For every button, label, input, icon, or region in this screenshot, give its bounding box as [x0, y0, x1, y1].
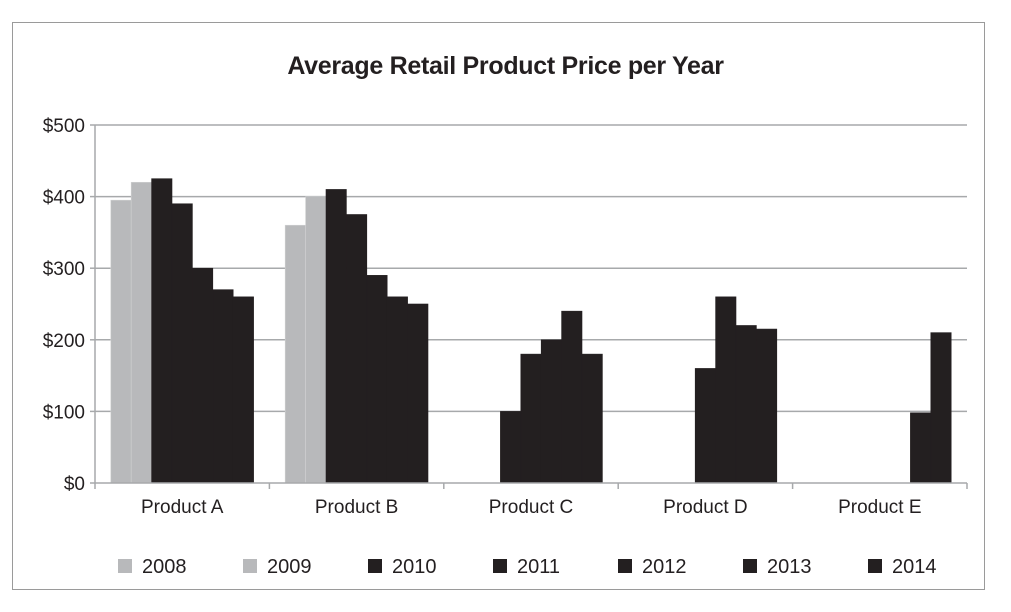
bar-2014-product-d [756, 328, 778, 484]
y-tick-label: $300 [43, 259, 85, 280]
bars [110, 178, 952, 484]
category-label: Product A [141, 497, 224, 518]
bar-2008-product-b [284, 224, 306, 484]
bar-2014-product-b [407, 303, 429, 484]
bar-2009-product-b [305, 196, 327, 484]
legend-marker-2008 [118, 559, 132, 573]
y-tick-label: $100 [43, 402, 85, 423]
bar-2012-product-b [366, 275, 388, 484]
legend-marker-2014 [868, 559, 882, 573]
bar-2012-product-c [540, 339, 562, 484]
bar-2010-product-b [325, 189, 347, 484]
bar-2014-product-a [232, 296, 254, 484]
bar-2014-product-e [930, 332, 952, 484]
bar-2013-product-c [561, 310, 583, 484]
bar-2008-product-a [110, 199, 132, 484]
legend-label: 2011 [517, 556, 560, 578]
y-tick-labels: $0 $100 $200 $300 $400 $500 [43, 116, 85, 495]
legend-marker-2009 [243, 559, 257, 573]
legend-label: 2014 [892, 556, 937, 578]
bar-2009-product-a [130, 181, 152, 484]
legend-label: 2013 [767, 556, 812, 578]
category-label: Product E [838, 497, 921, 518]
category-label: Product B [315, 497, 398, 518]
category-labels: Product A Product B Product C Product D Prod… [141, 497, 922, 518]
bar-2011-product-d [694, 368, 716, 484]
bar-2011-product-c [520, 353, 542, 484]
legend-label: 2012 [642, 556, 687, 578]
legend-marker-2010 [368, 559, 382, 573]
chart-title: Average Retail Product Price per Year [287, 52, 724, 80]
y-tick-label: $400 [43, 188, 85, 209]
bar-2011-product-a [171, 203, 193, 484]
bar-2013-product-b [386, 296, 408, 484]
y-tick-label: $0 [64, 474, 85, 495]
bar-2013-product-d [735, 325, 757, 484]
y-tick-label: $500 [43, 116, 85, 137]
bar-2010-product-a [151, 178, 173, 484]
legend-marker-2011 [493, 559, 507, 573]
category-label: Product C [489, 497, 573, 518]
legend-label: 2009 [267, 556, 312, 578]
legend-label: 2008 [142, 556, 187, 578]
bar-2013-product-e [910, 412, 932, 484]
bar-2014-product-c [581, 353, 603, 484]
bar-2010-product-c [500, 411, 522, 484]
category-label: Product D [663, 497, 747, 518]
bar-2012-product-a [192, 267, 214, 484]
y-tick-label: $200 [43, 331, 85, 352]
legend: 2008 2009 2010 2011 2012 2013 2014 [118, 556, 937, 578]
bar-2013-product-a [212, 289, 234, 484]
legend-label: 2010 [392, 556, 437, 578]
axes [90, 124, 968, 489]
legend-marker-2012 [618, 559, 632, 573]
legend-marker-2013 [743, 559, 757, 573]
bar-2011-product-b [346, 214, 368, 484]
bar-2012-product-d [715, 296, 737, 484]
